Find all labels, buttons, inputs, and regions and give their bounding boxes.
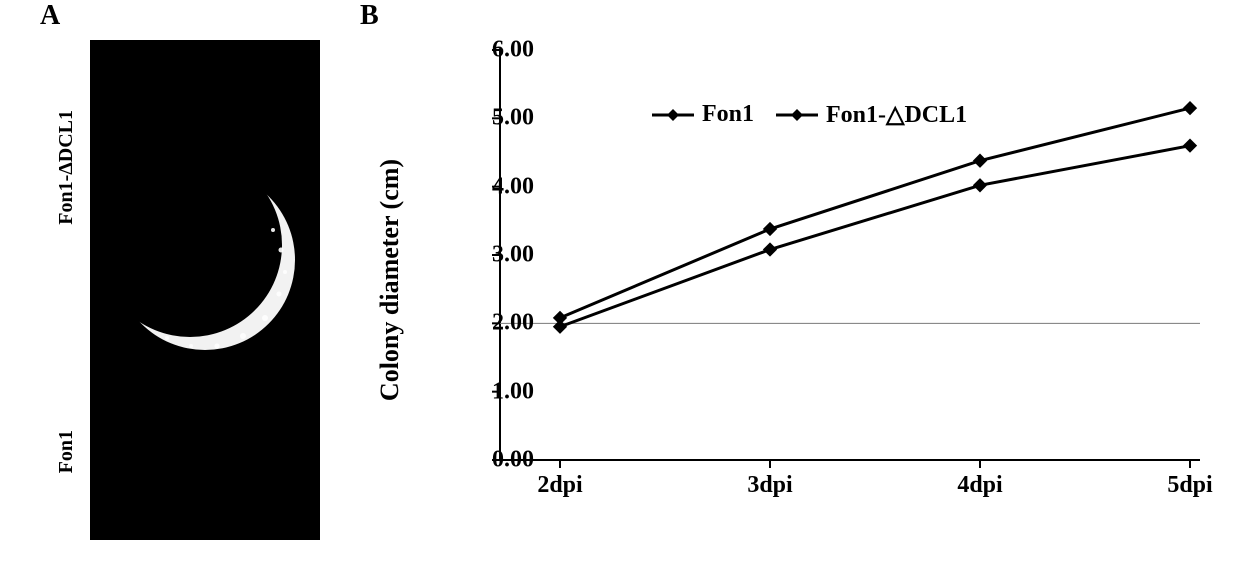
- panel-a: Fon1-ΔDCL1 Fon1: [60, 20, 330, 560]
- figure: A B Fon1-ΔDCL1 Fon1: [0, 0, 1240, 575]
- panel-a-row-label-bottom: Fon1: [55, 430, 85, 473]
- legend-item: Fon1: [650, 100, 774, 126]
- x-tick-label: 2dpi: [537, 460, 582, 499]
- line-chart: Colony diameter (cm) Fon1Fon1-△DCL1 0.00…: [400, 40, 1220, 520]
- legend: Fon1 Fon1-△DCL1: [650, 100, 987, 129]
- diamond-icon: [774, 106, 820, 124]
- y-tick-label: 6.00: [492, 37, 500, 64]
- y-tick-label: 1.00: [492, 378, 500, 405]
- x-tick-label: 5dpi: [1167, 460, 1212, 499]
- diamond-icon: [650, 106, 696, 124]
- crescent-icon: [105, 160, 305, 360]
- panel-a-row-label-top: Fon1-ΔDCL1: [55, 110, 85, 225]
- y-tick-label: 4.00: [492, 173, 500, 200]
- panel-b: Colony diameter (cm) Fon1 Fon1-△DCL1 0.00…: [360, 0, 1240, 560]
- y-tick-label: 5.00: [492, 105, 500, 132]
- y-tick-label: 0.00: [492, 447, 500, 474]
- x-tick-label: 4dpi: [957, 460, 1002, 499]
- x-tick-label: 3dpi: [747, 460, 792, 499]
- panel-a-image: [90, 40, 320, 540]
- legend-item: Fon1-△DCL1: [774, 100, 987, 126]
- chart-canvas: Fon1 Fon1-△DCL1 0.00 1.00 2.00 3.00 4.00 5.00 6…: [470, 40, 1210, 520]
- legend-label: Fon1: [696, 101, 774, 128]
- y-axis-label: Colony diameter (cm): [375, 159, 405, 401]
- y-tick-label: 3.00: [492, 242, 500, 269]
- legend-label: Fon1-△DCL1: [820, 100, 987, 129]
- y-tick-label: 2.00: [492, 310, 500, 337]
- panel-a-label: A: [40, 0, 60, 32]
